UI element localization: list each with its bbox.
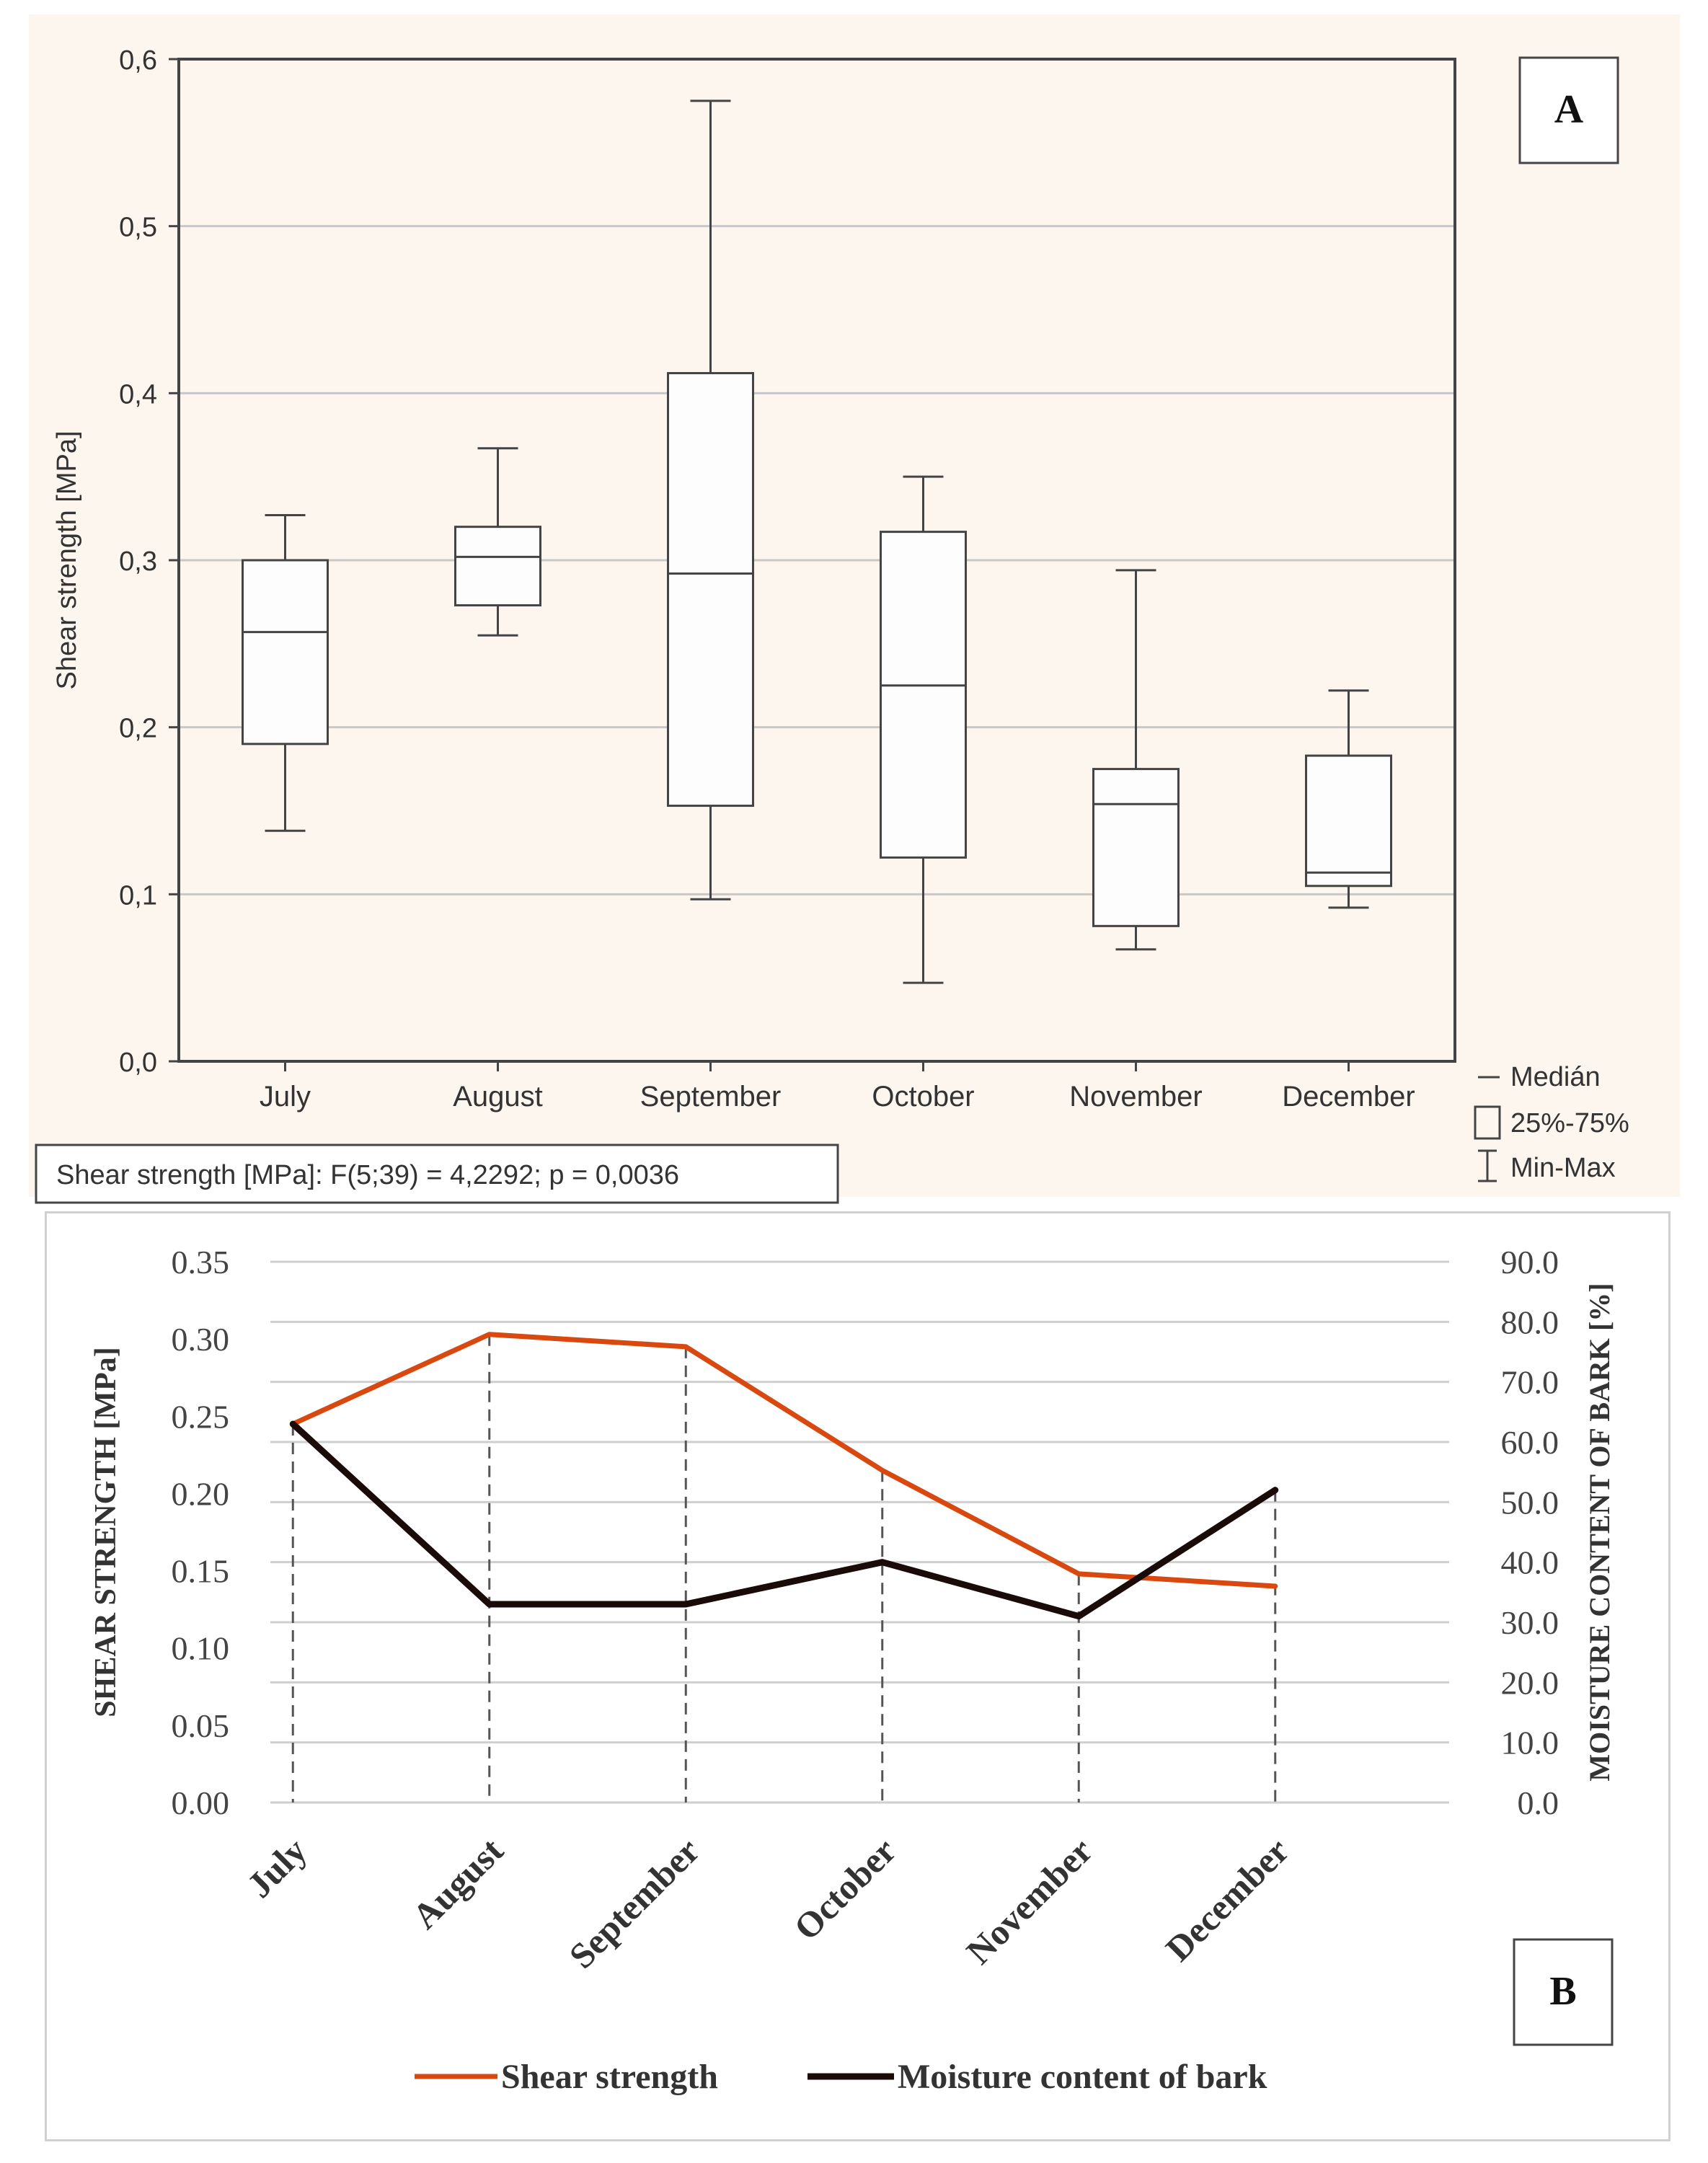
left-tick-label: 0.15 — [172, 1553, 230, 1590]
plot-frame — [177, 58, 1456, 1063]
iqr-box — [880, 531, 967, 859]
iqr-box — [667, 372, 754, 808]
right-tick-label: 50.0 — [1501, 1484, 1559, 1521]
legend-median-label: Medián — [1510, 1062, 1601, 1092]
right-tick-label: 90.0 — [1501, 1244, 1559, 1280]
right-tick-label: 30.0 — [1501, 1604, 1559, 1641]
legend-minmax-label: Min-Max — [1510, 1153, 1616, 1183]
x-category-label: December — [1158, 1830, 1297, 1969]
left-tick-label: 0.05 — [172, 1707, 230, 1744]
left-tick-label: 0.00 — [172, 1784, 230, 1821]
x-category-label: July — [239, 1830, 314, 1905]
panel-b-background — [45, 1211, 1671, 2141]
right-axis-title: MOISTURE CONTENT OF BARK [%] — [1583, 1283, 1616, 1781]
x-category-label: November — [958, 1830, 1100, 1972]
x-category-label: August — [404, 1830, 511, 1937]
y-axis-label: Shear strength [MPa] — [52, 430, 82, 689]
panel-label-box — [1513, 1938, 1614, 2046]
x-tick-label: July — [260, 1081, 311, 1113]
right-tick-label: 10.0 — [1501, 1725, 1559, 1761]
left-tick-label: 0.10 — [172, 1630, 230, 1667]
x-tick-label: October — [872, 1081, 974, 1113]
panel-label: A — [1554, 87, 1584, 132]
x-category-label: September — [561, 1830, 707, 1976]
x-category-label: October — [786, 1830, 903, 1947]
left-tick-label: 0.25 — [172, 1398, 230, 1435]
left-tick-label: 0.35 — [172, 1244, 230, 1280]
panel-label-box — [1518, 56, 1619, 164]
x-tick-label: September — [640, 1081, 782, 1113]
stats-label: Shear strength [MPa]: F(5;39) = 4,2292; … — [56, 1160, 679, 1190]
x-tick-label: December — [1282, 1081, 1415, 1113]
iqr-box — [454, 526, 541, 607]
moisture-content-line — [289, 1420, 1279, 1620]
iqr-box — [1092, 768, 1180, 927]
legend-moisture-label: Moisture content of bark — [898, 2058, 1267, 2096]
y-tick-label: 0,0 — [119, 1048, 157, 1078]
right-tick-label: 60.0 — [1501, 1424, 1559, 1461]
right-tick-label: 0.0 — [1518, 1784, 1559, 1821]
left-tick-label: 0.20 — [172, 1475, 230, 1512]
right-tick-label: 40.0 — [1501, 1544, 1559, 1581]
shear-strength-line — [290, 1332, 1278, 1589]
stats-box — [35, 1144, 839, 1204]
panel-label: B — [1549, 1969, 1576, 2014]
iqr-box — [242, 559, 329, 746]
x-tick-label: August — [453, 1081, 543, 1113]
left-tick-label: 0.30 — [172, 1321, 230, 1358]
right-tick-label: 20.0 — [1501, 1664, 1559, 1701]
legend-shear-label: Shear strength — [501, 2058, 718, 2096]
right-tick-label: 70.0 — [1501, 1364, 1559, 1401]
boxplot-chart: 0,0 0,1 0,2 0,3 0,4 0,5 0,6 Shear strength [MPa… — [35, 45, 1629, 1204]
iqr-box — [1305, 754, 1392, 888]
right-tick-label: 80.0 — [1501, 1304, 1559, 1340]
y-tick-label: 0,2 — [119, 714, 157, 744]
legend-box-label: 25%-75% — [1510, 1108, 1629, 1138]
x-tick-label: November — [1069, 1081, 1203, 1113]
y-tick-label: 0,5 — [119, 213, 157, 243]
legend-box-swatch — [1474, 1105, 1501, 1140]
y-tick-label: 0,3 — [119, 547, 157, 577]
y-tick-label: 0,1 — [119, 880, 157, 911]
y-tick-label: 0,4 — [119, 379, 157, 410]
left-axis-title: SHEAR STRENGTH [MPa] — [89, 1347, 123, 1717]
y-tick-label: 0,6 — [119, 45, 157, 76]
